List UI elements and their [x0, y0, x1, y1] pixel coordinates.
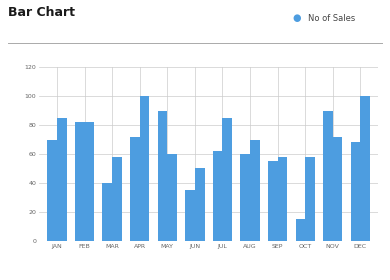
Bar	[296, 219, 305, 241]
Bar	[360, 96, 370, 241]
Bar	[333, 137, 342, 241]
Bar	[323, 111, 333, 241]
Bar	[351, 143, 360, 241]
Bar	[112, 157, 122, 241]
Bar	[213, 151, 222, 241]
Bar	[222, 118, 232, 241]
Text: No of Sales: No of Sales	[308, 14, 355, 23]
Bar	[75, 122, 85, 241]
Text: Bar Chart: Bar Chart	[8, 6, 75, 18]
Bar	[250, 139, 260, 241]
Bar	[85, 122, 94, 241]
Text: ●: ●	[292, 13, 301, 23]
Bar	[103, 183, 112, 241]
Bar	[185, 190, 195, 241]
Bar	[47, 139, 57, 241]
Bar	[140, 96, 149, 241]
Bar	[268, 161, 278, 241]
Bar	[195, 169, 204, 241]
Bar	[130, 137, 140, 241]
Bar	[167, 154, 177, 241]
Bar	[57, 118, 67, 241]
Bar	[240, 154, 250, 241]
Bar	[305, 157, 315, 241]
Bar	[158, 111, 167, 241]
Bar	[278, 157, 287, 241]
